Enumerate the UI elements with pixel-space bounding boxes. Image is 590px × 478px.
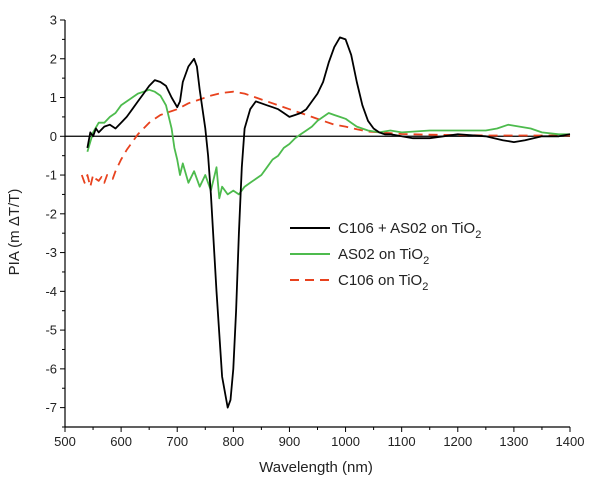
x-tick-label: 700 [166,434,188,449]
series-line-2 [86,88,570,200]
legend-label-2: AS02 on TiO2 [338,246,429,267]
x-tick-label: 1000 [331,434,360,449]
legend-label-1: C106 + AS02 on TiO2 [338,220,481,241]
ticks-layer: 500 600 700 800 900 1000 1100 1200 1300 1400 3 2 1 0 -… [45,13,584,450]
y-axis-title: PIA (m ΔT/T) [6,189,23,276]
series-line-1 [86,36,571,409]
y-tick-label: -6 [45,361,57,376]
x-tick-label: 600 [110,434,132,449]
x-tick-label: 800 [222,434,244,449]
y-tick-label: -5 [45,323,57,338]
y-tick-label: 0 [50,129,57,144]
x-tick-label: 1400 [556,434,585,449]
series-layer [80,36,571,409]
legend: C106 + AS02 on TiO2 AS02 on TiO2 C106 on T… [290,220,481,293]
x-tick-label: 900 [279,434,301,449]
x-tick-label: 1300 [499,434,528,449]
y-tick-label: 3 [50,13,57,28]
x-tick-label: 1200 [443,434,472,449]
y-tick-label: 2 [50,51,57,66]
y-tick-label: -4 [45,284,57,299]
x-tick-label: 500 [54,434,76,449]
y-tick-label: -7 [45,400,57,415]
y-tick-label: -1 [45,168,57,183]
y-tick-label: -3 [45,245,57,260]
plot-background [65,20,570,427]
y-tick-label: -2 [45,206,57,221]
x-tick-label: 1100 [388,434,416,449]
legend-label-3: C106 on TiO2 [338,272,428,293]
x-axis-title: Wavelength (nm) [259,459,373,476]
plot-area [65,20,570,427]
y-tick-label: 1 [50,90,57,105]
